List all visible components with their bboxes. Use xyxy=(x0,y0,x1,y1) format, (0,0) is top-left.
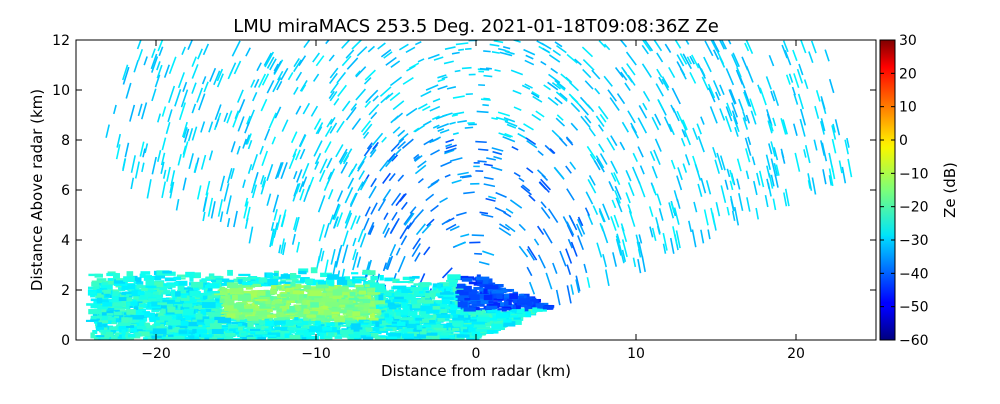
y-tick-label: 10 xyxy=(52,83,70,99)
x-tick-label: 10 xyxy=(627,346,645,362)
colorbar-label: Ze (dB) xyxy=(941,162,959,218)
chart-title: LMU miraMACS 253.5 Deg. 2021-01-18T09:08… xyxy=(233,16,719,37)
y-tick-label: 8 xyxy=(61,133,70,149)
colorbar-tick-label: −50 xyxy=(899,300,929,316)
y-tick-label: 2 xyxy=(61,283,70,299)
radar-echo-field xyxy=(86,32,852,342)
colorbar-tick-label: −20 xyxy=(899,200,929,216)
x-tick-label: 0 xyxy=(472,346,481,362)
colorbar-tick-label: 20 xyxy=(899,66,917,82)
colorbar xyxy=(880,40,895,340)
y-tick-label: 6 xyxy=(61,183,70,199)
x-axis-label: Distance from radar (km) xyxy=(381,362,571,380)
y-axis-label: Distance Above radar (km) xyxy=(28,89,46,291)
colorbar-tick-label: 30 xyxy=(899,33,917,49)
x-tick-label: 20 xyxy=(787,346,805,362)
x-tick-label: −10 xyxy=(301,346,331,362)
colorbar-tick-label: −10 xyxy=(899,166,929,182)
colorbar-tick-label: −40 xyxy=(899,266,929,282)
y-tick-label: 4 xyxy=(61,233,70,249)
y-tick-label: 0 xyxy=(61,333,70,349)
colorbar-tick-label: −60 xyxy=(899,333,929,349)
colorbar-tick-label: 10 xyxy=(899,100,917,116)
y-tick-label: 12 xyxy=(52,33,70,49)
colorbar-tick-label: 0 xyxy=(899,133,908,149)
colorbar-tick-label: −30 xyxy=(899,233,929,249)
x-tick-label: −20 xyxy=(141,346,171,362)
